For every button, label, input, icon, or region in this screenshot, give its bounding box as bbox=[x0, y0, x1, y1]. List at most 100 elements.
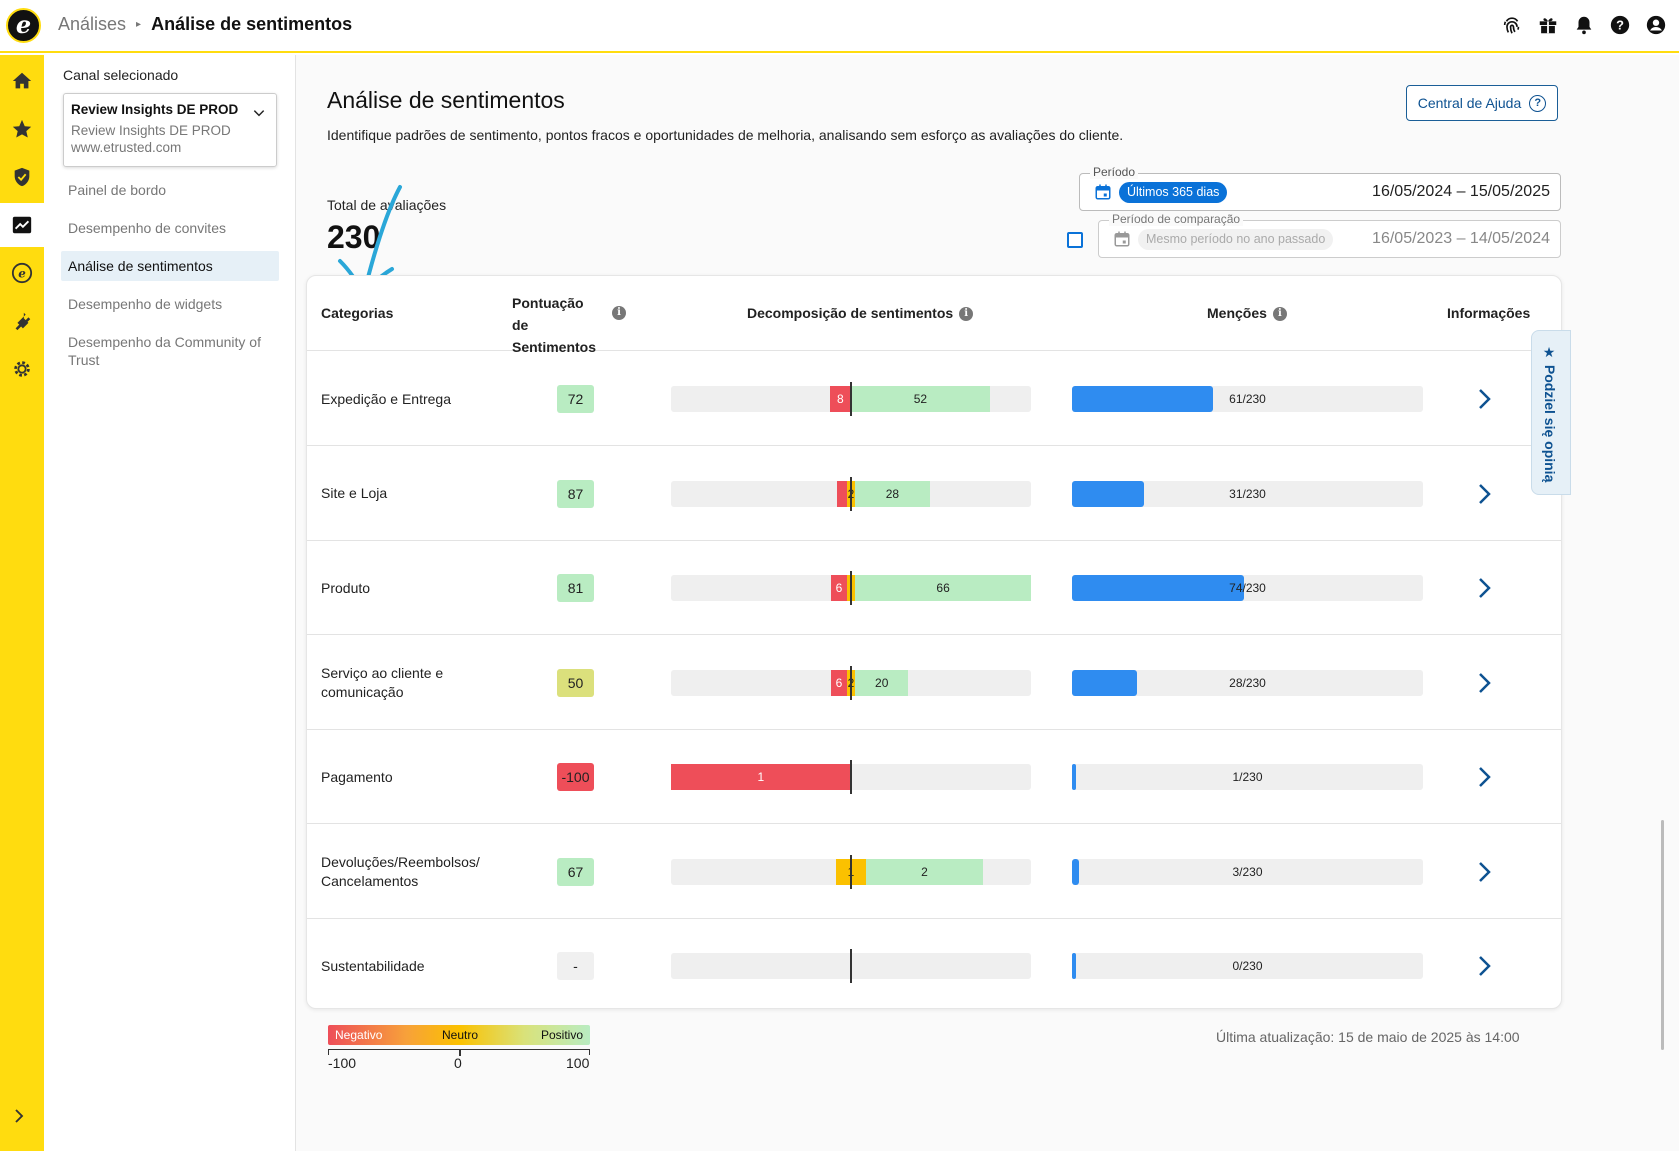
sidebar-item-invite-performance[interactable]: Desempenho de convites bbox=[68, 220, 226, 236]
shield-icon[interactable] bbox=[0, 155, 44, 199]
zero-axis bbox=[850, 854, 852, 889]
mentions-label: 61/230 bbox=[1229, 392, 1266, 406]
legend-scale bbox=[328, 1049, 590, 1056]
mentions-label: 1/230 bbox=[1232, 770, 1263, 784]
help-center-button[interactable]: Central de Ajuda ? bbox=[1406, 85, 1558, 121]
mentions-bar: 61/230 bbox=[1072, 386, 1423, 412]
mentions-label: 31/230 bbox=[1229, 486, 1266, 501]
info-icon[interactable]: i bbox=[1272, 307, 1287, 322]
legend-neutral: Neutro bbox=[442, 1028, 479, 1042]
sentiment-breakdown-bar bbox=[671, 949, 1031, 983]
page-title: Análise de sentimentos bbox=[327, 87, 565, 113]
plugin-icon[interactable] bbox=[0, 299, 44, 343]
star-icon[interactable] bbox=[0, 107, 44, 151]
table-row[interactable]: Sustentabilidade - 0/230 bbox=[307, 919, 1561, 1008]
page-description: Identifique padrões de sentimento, ponto… bbox=[327, 127, 1124, 143]
mentions-bar: 74/230 bbox=[1072, 575, 1423, 601]
info-icon[interactable]: i bbox=[959, 307, 974, 322]
sentiment-breakdown-bar: 8 52 bbox=[671, 382, 1031, 416]
row-category: Sustentabilidade bbox=[321, 957, 425, 974]
etrusted-logo[interactable]: e bbox=[6, 8, 41, 43]
svg-text:?: ? bbox=[1616, 18, 1624, 33]
table-row[interactable]: Site e Loja 87 228 31/230 bbox=[307, 447, 1561, 541]
chevron-right-icon[interactable] bbox=[1475, 954, 1493, 983]
scrollbar[interactable] bbox=[1661, 820, 1664, 1050]
sentiment-score-badge: 72 bbox=[557, 385, 594, 413]
etrusted-icon[interactable]: e bbox=[0, 251, 44, 295]
settings-icon[interactable] bbox=[0, 347, 44, 391]
chevron-right-icon[interactable] bbox=[1475, 860, 1493, 889]
legend-positive: Positivo bbox=[541, 1028, 584, 1042]
header-breakdown: Decomposição de sentimentos i bbox=[747, 305, 974, 322]
table-row[interactable]: Serviço ao cliente e comunicação 50 6220 28… bbox=[307, 636, 1561, 730]
chevron-right-icon[interactable] bbox=[1475, 671, 1493, 700]
sentiment-score-badge: 81 bbox=[557, 574, 594, 602]
table-row[interactable]: Expedição e Entrega 72 8 52 61/230 bbox=[307, 352, 1561, 446]
breadcrumb-parent[interactable]: Análises bbox=[58, 14, 127, 34]
sentiment-table: Categorias Pontuação de Sentimentos i De… bbox=[306, 275, 1562, 1009]
sub-navigation: Canal selecionado Review Insights DE PRO… bbox=[44, 55, 296, 1151]
channel-name: Review Insights DE PROD bbox=[71, 123, 231, 138]
header-categories: Categorias bbox=[321, 305, 394, 321]
table-row[interactable]: Devoluções/Reembolsos/ Cancelamentos 67 12… bbox=[307, 825, 1561, 919]
gift-icon[interactable] bbox=[1537, 14, 1559, 36]
chevron-right-icon[interactable] bbox=[1475, 482, 1493, 511]
chevron-right-icon[interactable] bbox=[1475, 765, 1493, 794]
header-mentions: Menções i bbox=[1207, 305, 1287, 322]
feedback-tab[interactable]: ★ Podziel się opinią bbox=[1531, 330, 1571, 495]
sentiment-score-badge: -100 bbox=[557, 763, 594, 791]
chevron-right-icon[interactable] bbox=[1475, 387, 1493, 416]
negative-segment: 6 bbox=[830, 575, 847, 601]
sentiment-score-badge: 87 bbox=[557, 479, 594, 508]
zero-axis bbox=[850, 571, 852, 605]
mentions-bar: 28/230 bbox=[1072, 669, 1423, 696]
negative-segment: 6 bbox=[830, 669, 847, 696]
sentiment-score-badge: - bbox=[557, 952, 594, 980]
zero-axis bbox=[850, 949, 852, 983]
help-icon[interactable]: ? bbox=[1609, 14, 1631, 36]
breadcrumb-separator-icon: ▸ bbox=[136, 19, 142, 30]
breadcrumb-current: Análise de sentimentos bbox=[151, 14, 353, 34]
question-icon: ? bbox=[1529, 94, 1547, 112]
comparison-checkbox[interactable] bbox=[1067, 232, 1083, 248]
negative-segment bbox=[837, 480, 847, 507]
mentions-bar: 1/230 bbox=[1072, 764, 1423, 790]
comparison-period-selector[interactable]: Período de comparação Mesmo período no a… bbox=[1098, 212, 1561, 258]
mentions-fill bbox=[1072, 386, 1214, 412]
fingerprint-icon[interactable] bbox=[1501, 14, 1523, 36]
info-icon[interactable]: i bbox=[612, 306, 626, 320]
period-selector[interactable]: Período Últimos 365 dias 16/05/2024 – 15… bbox=[1079, 165, 1561, 211]
total-reviews-label: Total de avaliações bbox=[327, 197, 447, 213]
table-row[interactable]: Pagamento -100 1 1/230 bbox=[307, 730, 1561, 824]
channel-selector[interactable]: Review Insights DE PROD Review Insights … bbox=[63, 93, 277, 167]
sidebar-item-community-performance[interactable]: Desempenho da Community of Trust bbox=[68, 334, 261, 368]
sidebar-item-dashboard[interactable]: Painel de bordo bbox=[68, 182, 167, 198]
row-category: Serviço ao cliente e comunicação bbox=[321, 664, 444, 700]
sidebar-item-sentiment-analysis[interactable]: Análise de sentimentos bbox=[61, 251, 279, 281]
chevron-down-icon[interactable] bbox=[252, 106, 266, 125]
row-category: Produto bbox=[321, 579, 371, 596]
expand-rail-icon[interactable] bbox=[10, 1107, 28, 1130]
bell-icon[interactable] bbox=[1573, 14, 1595, 36]
chevron-right-icon[interactable] bbox=[1475, 576, 1493, 605]
table-row[interactable]: Produto 81 6 66 74/230 bbox=[307, 541, 1561, 635]
calendar-icon bbox=[1094, 183, 1112, 206]
svg-text:e: e bbox=[18, 267, 26, 281]
mentions-label: 3/230 bbox=[1232, 864, 1263, 879]
mentions-fill bbox=[1072, 480, 1144, 507]
period-chip[interactable]: Últimos 365 dias bbox=[1119, 182, 1228, 203]
sidebar-item-widget-performance[interactable]: Desempenho de widgets bbox=[68, 296, 223, 312]
account-icon[interactable] bbox=[1645, 14, 1667, 36]
positive-segment: 52 bbox=[851, 386, 990, 412]
legend-mid: 0 bbox=[454, 1055, 462, 1071]
header-info: Informações bbox=[1447, 305, 1531, 321]
home-icon[interactable] bbox=[0, 59, 44, 103]
sidebar-menu: Painel de bordo Desempenho de convites A… bbox=[61, 175, 279, 383]
legend-gradient bbox=[328, 1025, 590, 1045]
sentiment-breakdown-bar: 6 66 bbox=[671, 571, 1032, 605]
header-score: Pontuação de Sentimentos bbox=[512, 295, 597, 355]
mentions-label: 28/230 bbox=[1229, 675, 1266, 690]
row-category: Site e Loja bbox=[321, 485, 388, 501]
analytics-icon[interactable] bbox=[0, 203, 44, 247]
total-reviews-value: 230 bbox=[327, 219, 381, 255]
